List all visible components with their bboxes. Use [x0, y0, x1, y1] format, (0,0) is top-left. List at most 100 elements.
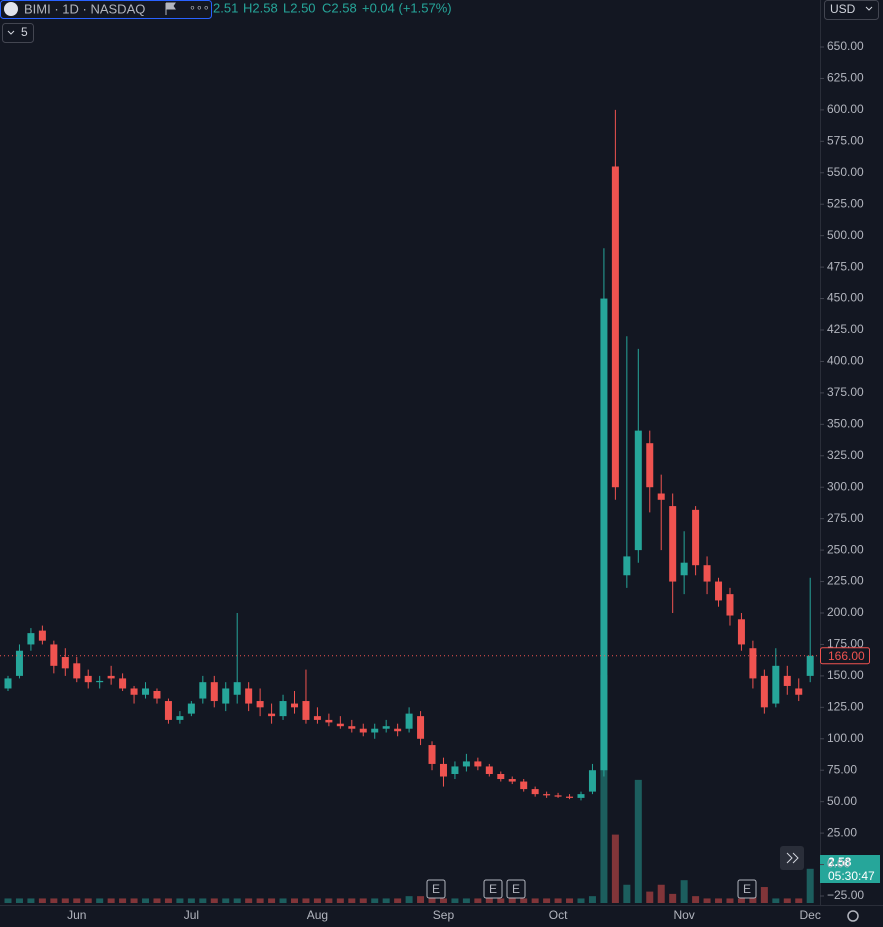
- y-tick-label: 500.00: [827, 228, 864, 242]
- candle-body: [772, 665, 780, 704]
- y-tick-label: 425.00: [827, 322, 864, 336]
- candle-body: [142, 688, 150, 695]
- volume-bar: [336, 898, 344, 903]
- y-tick-label: 650.00: [827, 39, 864, 53]
- candle-body: [680, 562, 688, 576]
- candle-body: [531, 789, 539, 795]
- volume-bar: [176, 898, 184, 903]
- candle-body: [462, 761, 470, 767]
- candle-body: [657, 493, 665, 500]
- volume-bar: [600, 675, 608, 903]
- candle-body: [164, 701, 172, 720]
- candle-body: [737, 619, 745, 645]
- volume-bar: [669, 893, 677, 903]
- candle-body: [749, 648, 757, 679]
- candle-body: [577, 794, 585, 798]
- earnings-marker-label: E: [512, 882, 520, 896]
- more-icon[interactable]: ∘∘∘: [189, 2, 210, 14]
- x-tick-label: Dec: [800, 908, 821, 922]
- currency-button[interactable]: [824, 0, 879, 20]
- y-tick-label: 400.00: [827, 354, 864, 368]
- volume-bar: [405, 896, 413, 903]
- y-tick-label: 250.00: [827, 542, 864, 556]
- ohlc-high: H2.58: [243, 0, 278, 15]
- x-tick-label: Jul: [184, 908, 199, 922]
- candle-body: [119, 678, 127, 689]
- volume-bar: [73, 898, 81, 903]
- volume-bar: [394, 898, 402, 903]
- volume-bar: [153, 898, 161, 903]
- volume-bar: [119, 898, 127, 903]
- currency-label[interactable]: USD: [830, 2, 856, 16]
- candle-body: [428, 745, 436, 764]
- candle-body: [382, 726, 390, 729]
- earnings-marker[interactable]: [483, 879, 503, 899]
- candle-body: [497, 773, 505, 780]
- volume-bar: [474, 898, 482, 903]
- x-tick-label: Sep: [433, 908, 455, 922]
- candle-body: [543, 794, 551, 796]
- candle-body: [623, 556, 631, 576]
- y-tick-label: 200.00: [827, 605, 864, 619]
- last-price-tag: [820, 647, 870, 665]
- volume-bar: [256, 898, 264, 903]
- candle-body: [268, 713, 276, 717]
- volume-bar: [233, 898, 241, 903]
- candle-body: [50, 644, 58, 666]
- candle-body: [451, 766, 459, 774]
- candle-body: [313, 716, 321, 720]
- volume-bar: [371, 898, 379, 903]
- y-tick-label: 150.00: [827, 668, 864, 682]
- y-tick-label: 75.00: [827, 762, 857, 776]
- candle-body: [760, 675, 768, 708]
- volume-bar: [348, 898, 356, 903]
- candle-body: [405, 713, 413, 729]
- volume-bar: [439, 898, 447, 903]
- candle-body: [566, 796, 574, 798]
- volume-bar: [451, 898, 459, 903]
- volume-bar: [268, 898, 276, 903]
- collapse-button[interactable]: [2, 23, 34, 43]
- volume-bar: [566, 898, 574, 903]
- settings-icon[interactable]: [847, 910, 859, 922]
- volume-bar: [164, 898, 172, 903]
- earnings-marker[interactable]: [737, 879, 757, 899]
- volume-bar: [245, 898, 253, 903]
- volume-bar: [417, 896, 425, 903]
- volume-bar: [313, 898, 321, 903]
- currency-chevron: [865, 6, 873, 11]
- volume-bar: [485, 898, 493, 903]
- y-tick-label: 450.00: [827, 291, 864, 305]
- volume-bar: [359, 898, 367, 903]
- y-tick-label: 525.00: [827, 196, 864, 210]
- symbol-box[interactable]: [0, 0, 212, 19]
- earnings-marker-label: E: [489, 882, 497, 896]
- y-tick-label: 375.00: [827, 385, 864, 399]
- candle-body: [783, 675, 791, 686]
- volume-bar: [657, 884, 665, 903]
- flag-icon[interactable]: [165, 2, 176, 15]
- y-tick-label: 625.00: [827, 71, 864, 85]
- earnings-marker-label: E: [743, 882, 751, 896]
- volume-bar: [210, 898, 218, 903]
- earnings-marker[interactable]: [506, 879, 526, 899]
- scroll-right-icon: [786, 852, 799, 864]
- volume-bar: [760, 887, 768, 903]
- candle-body: [27, 633, 35, 645]
- collapse-count[interactable]: 5: [21, 25, 28, 39]
- volume-bar: [611, 834, 619, 903]
- y-tick-label: 175.00: [827, 637, 864, 651]
- earnings-marker[interactable]: [426, 879, 446, 899]
- last-price-value: 2.58: [828, 855, 852, 869]
- volume-bar: [577, 898, 585, 903]
- y-tick-label: 550.00: [827, 165, 864, 179]
- countdown: 05:30:47: [828, 869, 875, 883]
- candle-body: [233, 682, 241, 695]
- volume-bar: [428, 898, 436, 903]
- symbol-title[interactable]: BIMI · 1D · NASDAQ: [24, 1, 145, 16]
- candle-body: [96, 680, 104, 683]
- x-tick-label: Jun: [67, 908, 86, 922]
- candle-body: [187, 703, 195, 714]
- volume-bar: [302, 898, 310, 903]
- candle-body: [222, 688, 230, 704]
